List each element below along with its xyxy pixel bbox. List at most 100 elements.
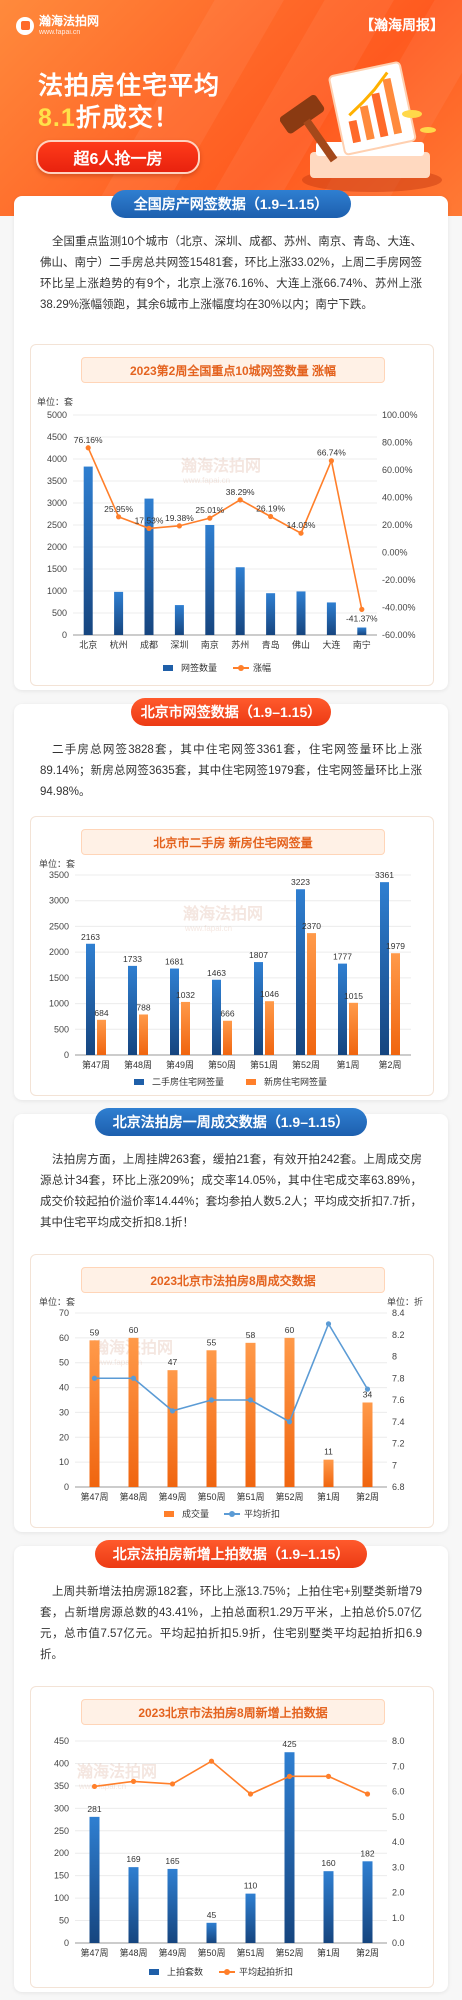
bar-data-label: 788 (136, 1002, 150, 1012)
legend-swatch (164, 1511, 174, 1517)
bar-data-label: 58 (246, 1330, 256, 1340)
y-tick-label: 300 (54, 1803, 69, 1813)
y-tick-label: 60 (59, 1333, 69, 1343)
x-tick-label: 第2周 (356, 1491, 379, 1502)
listing-bar-第47周 (89, 1816, 100, 1943)
deal-bar-第49周 (167, 1370, 178, 1487)
y2-tick-label: 7.4 (392, 1417, 405, 1427)
brand-url: www.fapai.cn (39, 29, 81, 36)
start-discount-point (325, 1773, 332, 1779)
bar-data-label: 3361 (375, 870, 394, 880)
growth-data-label: 66.74% (317, 448, 346, 458)
y-tick-label: 2500 (47, 520, 67, 530)
start-discount-point (364, 1791, 371, 1797)
y2-tick-label: -60.00% (382, 630, 416, 640)
bar-data-label: 55 (207, 1337, 217, 1347)
bar-data-label: 11 (324, 1447, 333, 1457)
x-tick-label: 第51周 (236, 1491, 264, 1502)
growth-point (237, 497, 243, 503)
y-tick-label: 0 (64, 1482, 69, 1492)
bar-data-label: 666 (220, 1009, 234, 1019)
growth-point (176, 523, 182, 529)
bar-大连 (326, 602, 336, 635)
x-tick-label: 第1周 (317, 1947, 340, 1958)
watermark-url: www.fapai.cn (78, 1782, 126, 1791)
y-tick-label: 2000 (49, 947, 69, 957)
x-tick-label: 第50周 (197, 1947, 225, 1958)
bar-南京 (205, 525, 215, 635)
brand-logo[interactable]: 瀚海法拍网 www.fapai.cn (16, 15, 99, 36)
y2-tick-label: 7.6 (392, 1395, 405, 1405)
y-tick-label: 5000 (47, 410, 67, 420)
deal-bar-第52周 (284, 1337, 295, 1487)
growth-point (298, 530, 304, 536)
start-discount-point (91, 1783, 98, 1790)
beijing-chart-title: 北京市二手房 新房住宅网签量 (81, 829, 385, 855)
legend-swatch (134, 1079, 144, 1085)
section-auction-deals-card: 北京法拍房一周成交数据（1.9–1.15） 法拍房方面，上周挂牌263套，缓拍2… (14, 1108, 448, 1532)
x-tick-label: 第1周 (317, 1491, 340, 1502)
y-tick-label: 50 (59, 1358, 69, 1368)
brand-logo-icon (16, 16, 34, 35)
listing-bar-第50周 (206, 1922, 217, 1943)
growth-data-label: 17.53% (135, 515, 164, 525)
y-tick-label: 0 (62, 630, 67, 640)
growth-point (268, 513, 274, 520)
discount-line (94, 1322, 369, 1423)
watermark-name: 瀚海法拍网 (76, 1762, 157, 1781)
growth-line (87, 447, 363, 610)
growth-data-label: 25.01% (195, 505, 224, 515)
x-tick-label: 第51周 (236, 1947, 264, 1958)
section-beijing-band: 北京市网签数据（1.9–1.15） (131, 698, 331, 726)
legend-label: 网签数量 (181, 662, 217, 673)
bar-data-label: 1807 (249, 950, 268, 960)
x-tick-label: 第48周 (119, 1491, 147, 1502)
deal-bar-第1周 (323, 1459, 334, 1487)
y-tick-label: 3500 (49, 870, 69, 880)
hero-header: 瀚海法拍网 www.fapai.cn 【瀚海周报】 法拍房住宅平均 8.1折成交… (0, 0, 462, 216)
headline-line1: 法拍房住宅平均 (38, 72, 221, 100)
y-tick-label: 1500 (49, 973, 69, 983)
resale-bar-第51周 (254, 962, 263, 1055)
resale-bar-第48周 (128, 965, 137, 1055)
auction-deals-chart-card: 2023北京市法拍房8周成交数据 单位：套 单位：折 0 10 20 30 40 50 60 70… (30, 1254, 434, 1528)
bar-data-label: 1777 (333, 952, 352, 962)
section-auction-deals-paragraph: 法拍房方面，上周挂牌263套，缓拍21套，有效开拍242套。上周成交房源总计34… (40, 1154, 422, 1229)
x-tick-label: 第47周 (80, 1947, 108, 1958)
y2-tick-label: 8.2 (392, 1330, 405, 1340)
y2-tick-label: 1.0 (392, 1913, 405, 1923)
start-discount-point (130, 1778, 137, 1784)
bar-data-label: 59 (90, 1327, 100, 1337)
y2-tick-label: 8 (392, 1352, 397, 1362)
y2-tick-label: 6.0 (392, 1787, 405, 1797)
new-bar-第50周 (223, 1020, 232, 1055)
start-discount-point (286, 1773, 293, 1779)
x-tick-label: 第50周 (208, 1059, 236, 1070)
y2-tick-label: 100.00% (382, 410, 418, 420)
new-bar-第51周 (265, 1001, 274, 1055)
new-bar-第48周 (139, 1014, 148, 1055)
bar-data-label: 110 (244, 1881, 258, 1891)
start-discount-point (208, 1758, 215, 1764)
y2-tick-label: -20.00% (382, 575, 416, 585)
bar-data-label: 1681 (165, 957, 184, 967)
legend-marker (224, 1969, 230, 1975)
x-tick-label: 成都 (140, 639, 158, 650)
deal-bar-第48周 (128, 1337, 139, 1487)
watermark-url: www.fapai.cn (94, 1358, 142, 1367)
y2-tick-label: 3.0 (392, 1862, 405, 1872)
x-tick-label: 深圳 (170, 640, 188, 650)
growth-data-label: -41.37% (346, 613, 378, 623)
x-tick-label: 青岛 (262, 639, 280, 650)
bar-苏州 (235, 567, 245, 635)
bar-深圳 (174, 605, 184, 635)
legend-label: 上拍套数 (167, 1966, 203, 1977)
x-tick-label: 第47周 (82, 1059, 110, 1070)
discount-point (286, 1419, 293, 1425)
x-tick-label: 大连 (322, 639, 340, 650)
auction-deals-chart: 单位：套 单位：折 0 10 20 30 40 50 60 70 6.8 7 7.2 7.4 7.6 7.8 8… (39, 1297, 423, 1519)
new-bar-第47周 (97, 1019, 106, 1055)
y2-tick-label: 5.0 (392, 1812, 405, 1822)
discount-point (130, 1375, 137, 1381)
listing-bar-第48周 (128, 1867, 139, 1943)
